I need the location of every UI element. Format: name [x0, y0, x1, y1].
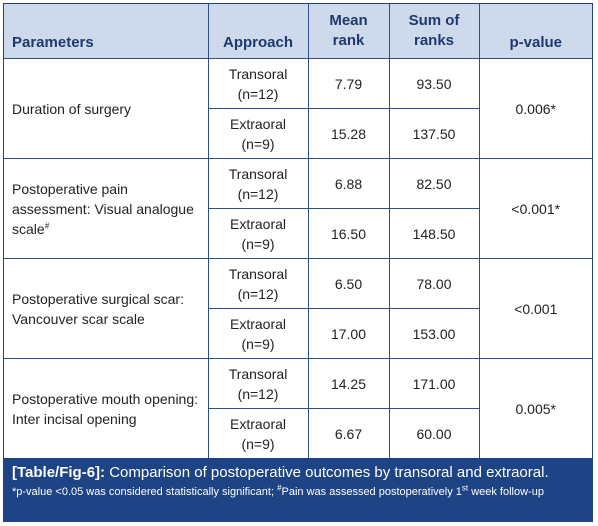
p-value-cell: <0.001	[478, 258, 592, 359]
table-row: Extraoral (n=9) 6.67 60.00	[4, 408, 592, 459]
table-row: Duration of surgery Transoral (n=12) 7.79…	[4, 58, 592, 159]
mean-rank-cell: 15.28	[307, 108, 390, 159]
header-mean-rank: Mean rank	[307, 4, 390, 59]
approach-cell: Extraoral (n=9)	[208, 408, 309, 459]
mean-rank-cell: 16.50	[307, 208, 390, 259]
approach-cell: Transoral (n=12)	[207, 258, 309, 309]
sum-ranks-cell: 93.50	[388, 58, 480, 109]
header-sum-ranks-line1: Sum of	[408, 12, 460, 29]
approach-name: Transoral	[228, 265, 288, 282]
header-mean-rank-line1: Mean	[329, 12, 368, 29]
mean-rank-cell: 14.25	[307, 358, 390, 409]
approach-cell: Transoral (n=12)	[207, 358, 309, 409]
approach-cell: Transoral (n=12)	[207, 58, 309, 109]
header-sum-ranks-line2: ranks	[413, 32, 455, 49]
sum-ranks-cell: 153.00	[388, 308, 479, 359]
footnote-part3: week follow-up	[468, 486, 544, 498]
mean-rank-cell: 6.67	[307, 408, 390, 459]
parameter-cell: Postoperative pain assessment: Visual an…	[4, 158, 209, 259]
figure-caption: [Table/Fig-6]: Comparison of postoperati…	[4, 458, 592, 522]
parameter-footnote-mark: #	[44, 220, 50, 230]
parameter-text: Duration of surgery	[12, 100, 132, 117]
approach-n: (n=12)	[237, 185, 279, 202]
p-value-cell: 0.006*	[478, 58, 592, 159]
approach-cell: Transoral (n=12)	[207, 158, 309, 209]
p-value-cell: <0.001*	[478, 158, 592, 259]
p-value-cell: 0.005*	[478, 358, 592, 459]
approach-n: (n=12)	[237, 85, 279, 102]
table-row: Extraoral (n=9) 16.50 148.50	[4, 208, 592, 259]
approach-cell: Extraoral (n=9)	[208, 208, 309, 259]
approach-name: Extraoral	[229, 315, 287, 332]
caption-title: [Table/Fig-6]: Comparison of postoperati…	[12, 463, 584, 482]
table-row: Postoperative pain assessment: Visual an…	[4, 158, 592, 259]
header-p-value: p-value	[478, 4, 592, 59]
table-row: Postoperative surgical scar: Vancouver s…	[4, 258, 592, 359]
approach-n: (n=12)	[237, 285, 279, 302]
approach-name: Extraoral	[229, 415, 287, 432]
table-figure: Parameters Approach Mean rank Sum of ranks…	[3, 3, 593, 522]
sum-ranks-cell: 78.00	[388, 258, 480, 309]
parameter-text: Postoperative pain assessment: Visual an…	[12, 180, 194, 237]
caption-text: Comparison of postoperative outcomes by …	[109, 464, 549, 481]
header-row: Parameters Approach Mean rank Sum of ranks…	[4, 4, 592, 59]
approach-name: Extraoral	[229, 215, 287, 232]
sum-ranks-cell: 148.50	[388, 208, 479, 259]
mean-rank-cell: 6.50	[307, 258, 390, 309]
footnote-part1: *p-value <0.05 was considered statistica…	[12, 486, 278, 498]
caption-footnote: *p-value <0.05 was considered statistica…	[12, 484, 584, 501]
header-parameters: Parameters	[4, 4, 209, 59]
approach-name: Extraoral	[229, 115, 287, 132]
approach-name: Transoral	[228, 65, 288, 82]
header-approach: Approach	[207, 4, 309, 59]
sum-ranks-cell: 137.50	[388, 108, 479, 159]
parameter-text: Postoperative mouth opening: Inter incis…	[12, 390, 199, 427]
approach-n: (n=9)	[241, 435, 275, 452]
mean-rank-cell: 6.88	[307, 158, 390, 209]
approach-n: (n=9)	[241, 135, 275, 152]
approach-cell: Extraoral (n=9)	[208, 308, 309, 359]
approach-n: (n=9)	[241, 235, 275, 252]
sum-ranks-cell: 171.00	[388, 358, 480, 409]
table-row: Postoperative mouth opening: Inter incis…	[4, 358, 592, 459]
results-table: Parameters Approach Mean rank Sum of ranks…	[4, 4, 592, 459]
footnote-part2: Pain was assessed postoperatively 1	[281, 486, 462, 498]
mean-rank-cell: 7.79	[307, 58, 390, 109]
sum-ranks-cell: 82.50	[388, 158, 480, 209]
parameter-cell: Postoperative mouth opening: Inter incis…	[4, 358, 209, 459]
parameter-cell: Duration of surgery	[4, 58, 209, 159]
approach-cell: Extraoral (n=9)	[208, 108, 309, 159]
approach-name: Transoral	[228, 165, 288, 182]
header-sum-ranks: Sum of ranks	[388, 4, 480, 59]
parameter-text: Postoperative surgical scar: Vancouver s…	[12, 290, 184, 327]
approach-n: (n=9)	[241, 335, 275, 352]
footnote-mark: #	[277, 483, 282, 493]
mean-rank-cell: 17.00	[307, 308, 390, 359]
sum-ranks-cell: 60.00	[388, 408, 479, 459]
footnote-ordinal: st	[461, 483, 469, 493]
header-mean-rank-line2: rank	[332, 32, 365, 49]
approach-n: (n=12)	[237, 385, 279, 402]
caption-label: [Table/Fig-6]:	[12, 464, 106, 481]
parameter-cell: Postoperative surgical scar: Vancouver s…	[4, 258, 209, 359]
approach-name: Transoral	[228, 365, 288, 382]
